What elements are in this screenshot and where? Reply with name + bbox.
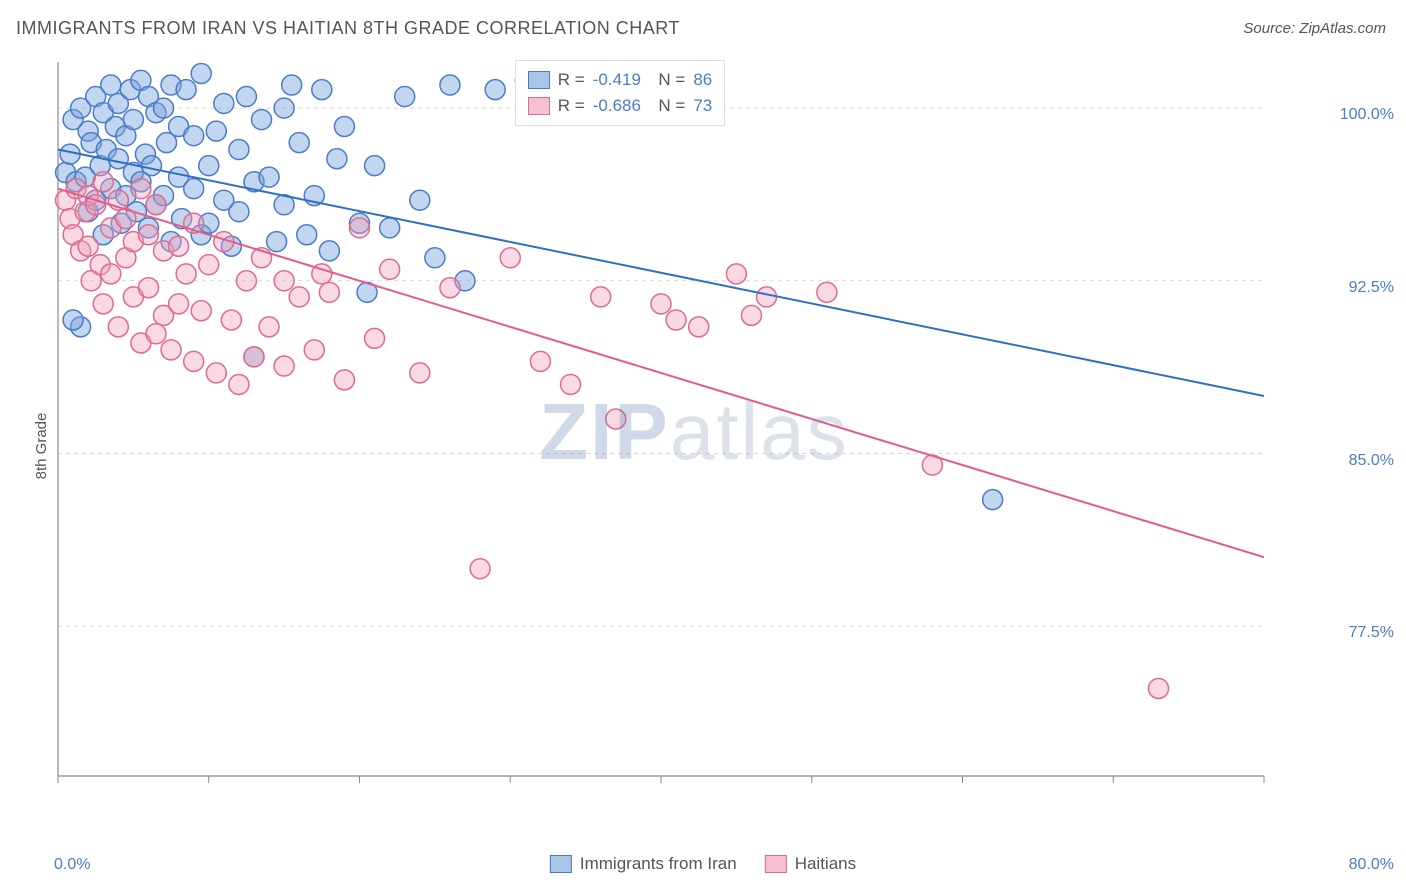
x-tick-label: 80.0%: [1349, 856, 1394, 874]
plot-area: ZIPatlas R = -0.419 N = 86R = -0.686 N =…: [54, 52, 1334, 812]
chart-svg: [54, 52, 1334, 812]
chart-container: IMMIGRANTS FROM IRAN VS HAITIAN 8TH GRAD…: [0, 0, 1406, 892]
legend-row: R = -0.419 N = 86: [528, 67, 712, 93]
r-label: R =: [558, 96, 585, 116]
n-label: N =: [649, 70, 685, 90]
y-tick-label: 85.0%: [1349, 452, 1394, 470]
y-tick-label: 100.0%: [1340, 106, 1394, 124]
r-label: R =: [558, 70, 585, 90]
y-tick-label: 92.5%: [1349, 279, 1394, 297]
x-tick-label: 0.0%: [54, 856, 90, 874]
y-axis-label: 8th Grade: [33, 413, 50, 480]
legend-label: Haitians: [795, 854, 856, 874]
legend-swatch: [550, 855, 572, 873]
source-attribution: Source: ZipAtlas.com: [1243, 20, 1386, 37]
legend-row: R = -0.686 N = 73: [528, 93, 712, 119]
legend-swatch: [528, 97, 550, 115]
legend-item: Immigrants from Iran: [550, 854, 737, 874]
correlation-legend: R = -0.419 N = 86R = -0.686 N = 73: [515, 60, 725, 126]
r-value: -0.686: [593, 96, 641, 116]
legend-swatch: [528, 71, 550, 89]
legend-label: Immigrants from Iran: [580, 854, 737, 874]
n-value: 73: [693, 96, 712, 116]
source-label: Source:: [1243, 20, 1299, 37]
chart-title: IMMIGRANTS FROM IRAN VS HAITIAN 8TH GRAD…: [16, 18, 680, 39]
series-legend: Immigrants from Iran Haitians: [550, 854, 856, 874]
legend-item: Haitians: [765, 854, 856, 874]
source-name: ZipAtlas.com: [1299, 20, 1386, 37]
legend-swatch: [765, 855, 787, 873]
n-value: 86: [693, 70, 712, 90]
n-label: N =: [649, 96, 685, 116]
r-value: -0.419: [593, 70, 641, 90]
y-tick-label: 77.5%: [1349, 624, 1394, 642]
